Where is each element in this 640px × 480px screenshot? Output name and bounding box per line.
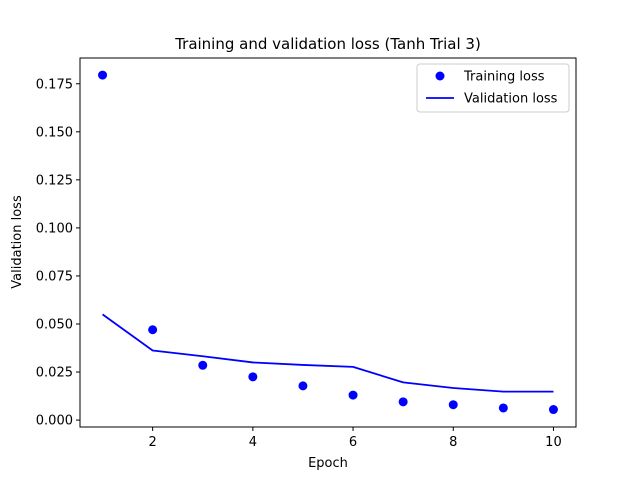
legend-entry-label: Validation loss: [464, 92, 558, 107]
training-loss-point: [298, 381, 308, 391]
y-tick-label: 0.150: [36, 125, 73, 140]
legend-point-marker: [435, 71, 445, 81]
training-loss-point: [198, 360, 208, 370]
y-tick-label: 0.050: [36, 317, 73, 332]
y-tick-label: 0.000: [36, 414, 73, 429]
x-tick-label: 10: [545, 435, 562, 450]
y-tick-label: 0.125: [36, 173, 73, 188]
y-axis-label: Validation loss: [10, 195, 25, 289]
training-loss-point: [98, 70, 108, 80]
legend: Training loss Validation loss: [416, 63, 570, 113]
training-loss-point: [348, 390, 358, 400]
validation-loss-line: [102, 313, 554, 393]
x-tick-label: 4: [249, 435, 257, 450]
x-tick-label: 2: [149, 435, 157, 450]
training-loss-point: [398, 397, 408, 407]
x-tick-label: 6: [349, 435, 357, 450]
training-loss-point: [548, 405, 558, 415]
legend-box: [416, 63, 570, 113]
training-loss-point: [448, 400, 458, 410]
training-loss-point: [498, 403, 508, 413]
x-axis-label: Epoch: [308, 456, 348, 471]
plot-area: 2 4 6 8 10 0.000 0.025 0.050 0.075 0.100 0.125 0.15…: [36, 57, 577, 450]
y-tick-label: 0.175: [36, 77, 73, 92]
y-tick-label: 0.075: [36, 269, 73, 284]
training-loss-point: [148, 325, 158, 335]
y-tick-label: 0.025: [36, 366, 73, 381]
x-tick-label: 8: [449, 435, 457, 450]
training-loss-point: [248, 372, 258, 382]
legend-entry-label: Training loss: [463, 70, 545, 85]
chart-title: Training and validation loss (Tanh Trial…: [174, 35, 481, 53]
axes-frame: [79, 57, 577, 428]
y-tick-label: 0.100: [36, 221, 73, 236]
